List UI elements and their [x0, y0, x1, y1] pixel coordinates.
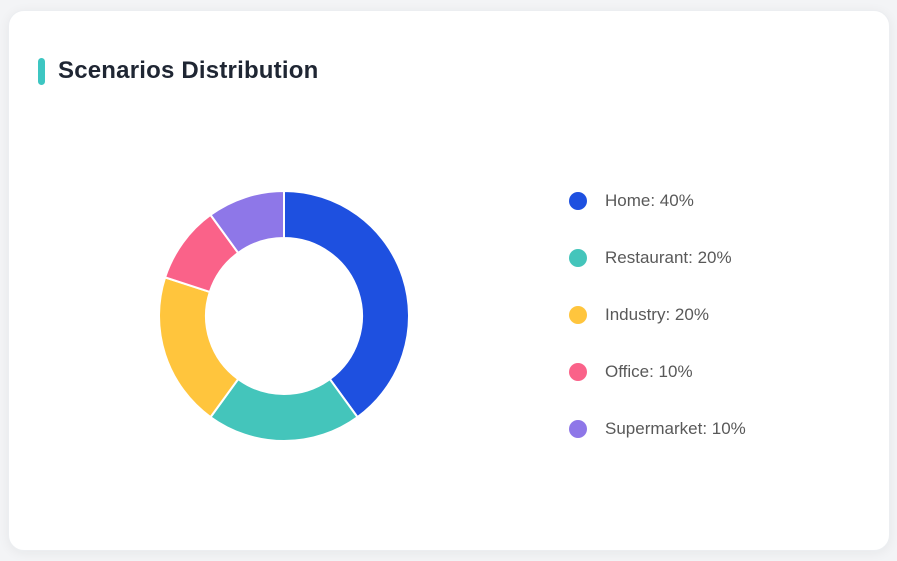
chart-legend: Home: 40% Restaurant: 20% Industry: 20% Off…: [569, 189, 746, 441]
legend-item-home[interactable]: Home: 40%: [569, 189, 746, 213]
legend-item-industry[interactable]: Industry: 20%: [569, 303, 746, 327]
legend-item-restaurant[interactable]: Restaurant: 20%: [569, 246, 746, 270]
legend-label: Restaurant: 20%: [605, 248, 732, 267]
legend-marker-icon: [569, 192, 587, 210]
legend-label: Industry: 20%: [605, 305, 709, 324]
legend-item-office[interactable]: Office: 10%: [569, 360, 746, 384]
legend-marker-icon: [569, 306, 587, 324]
card-header: Scenarios Distribution: [38, 56, 318, 86]
card-title: Scenarios Distribution: [58, 57, 319, 84]
legend-marker-icon: [569, 420, 587, 438]
scenarios-donut-chart: [158, 190, 410, 442]
donut-segment-industry[interactable]: [158, 276, 240, 419]
title-accent-bar: [38, 57, 45, 85]
donut-segment-home[interactable]: [283, 190, 410, 419]
scenarios-distribution-card: Scenarios Distribution Home: 40% Restaura…: [8, 10, 890, 551]
legend-marker-icon: [569, 363, 587, 381]
legend-item-supermarket[interactable]: Supermarket: 10%: [569, 417, 746, 441]
legend-label: Home: 40%: [605, 191, 694, 210]
donut-segment-supermarket[interactable]: [209, 190, 285, 254]
legend-marker-icon: [569, 249, 587, 267]
legend-label: Supermarket: 10%: [605, 419, 746, 438]
legend-label: Office: 10%: [605, 362, 693, 381]
